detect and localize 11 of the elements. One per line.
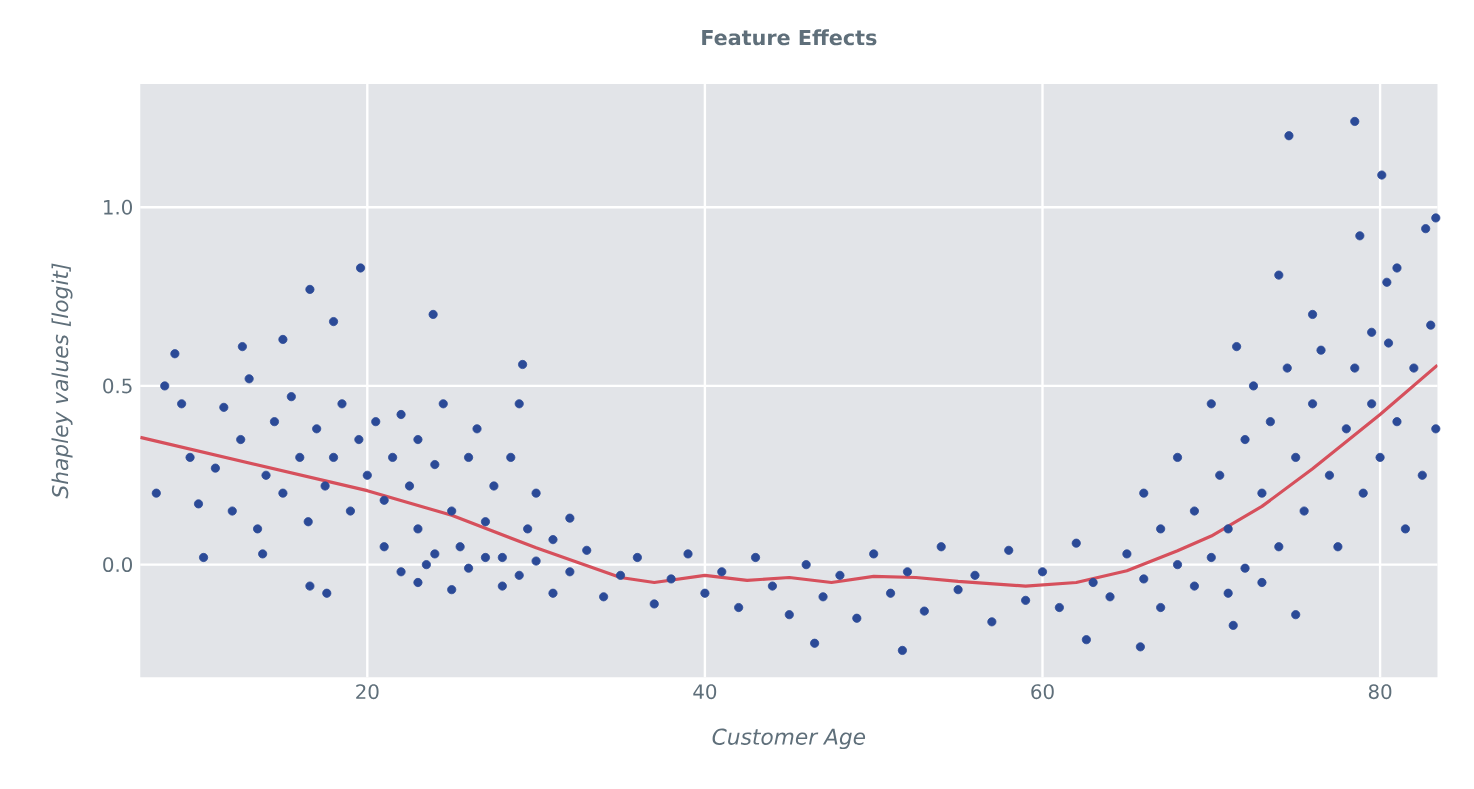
x-tick-label: 40 bbox=[693, 684, 717, 700]
chart-title: Feature Effects bbox=[702, 29, 877, 46]
x-tick-label: 80 bbox=[1368, 684, 1392, 700]
y-tick-label: 1.0 bbox=[104, 199, 132, 215]
x-tick-label: 60 bbox=[1031, 684, 1054, 700]
y-axis-title: Shapley values [logit] bbox=[51, 263, 73, 499]
y-tick-label: 0.5 bbox=[103, 378, 132, 394]
y-tick-label: 0.0 bbox=[103, 557, 132, 573]
line-series bbox=[140, 363, 1438, 588]
x-axis-title: Customer Age bbox=[712, 728, 866, 750]
x-tick-label: 20 bbox=[356, 684, 379, 700]
